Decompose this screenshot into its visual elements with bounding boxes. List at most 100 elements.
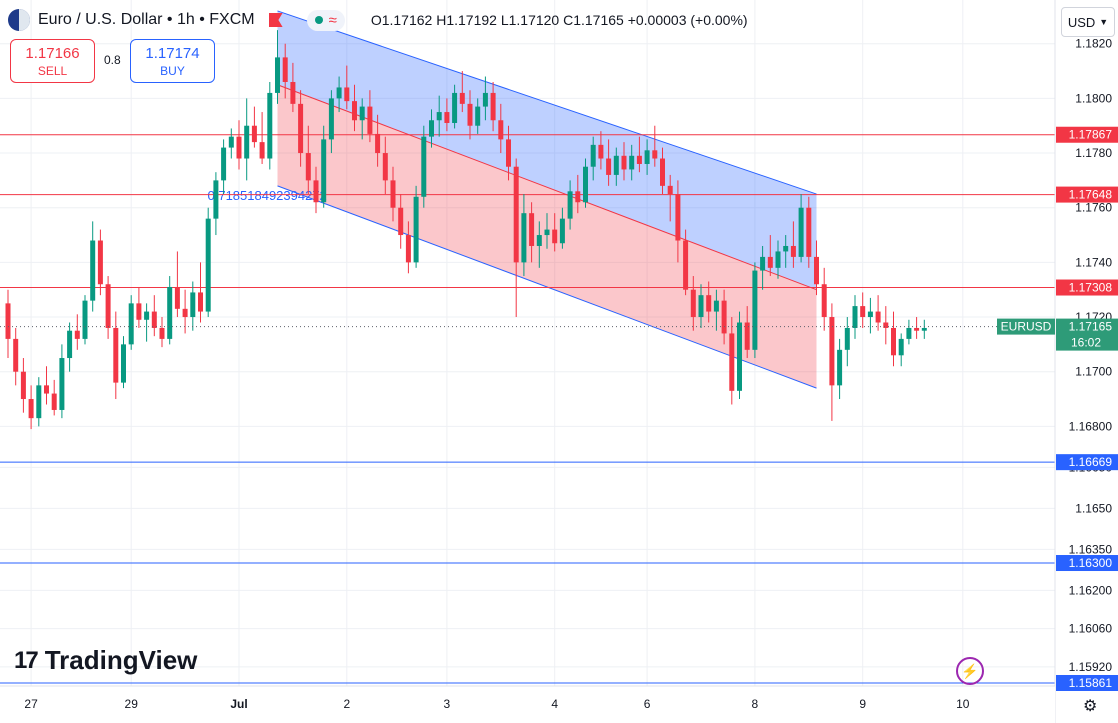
sell-button[interactable]: 1.17166 SELL bbox=[10, 39, 95, 83]
candle-body bbox=[113, 327, 119, 383]
candle-body bbox=[97, 240, 103, 285]
candle-body bbox=[213, 180, 219, 219]
candle-body bbox=[698, 295, 704, 318]
time-tick-label: 9 bbox=[859, 697, 866, 711]
level-price-tag[interactable] bbox=[1056, 454, 1118, 471]
candle-body bbox=[821, 284, 827, 318]
candle-body bbox=[298, 103, 304, 154]
candle-body bbox=[760, 256, 766, 271]
candle-body bbox=[467, 103, 473, 126]
candle-body bbox=[382, 153, 388, 181]
channel-top-line[interactable] bbox=[277, 10, 817, 195]
candle-body bbox=[891, 327, 896, 356]
candle-body bbox=[906, 327, 912, 339]
candle-body bbox=[552, 229, 558, 244]
candle-body bbox=[544, 229, 550, 236]
tradingview-logo[interactable]: 17 TradingView bbox=[14, 645, 197, 676]
wave-icon: ≈ bbox=[328, 11, 337, 29]
candle-body bbox=[105, 284, 111, 328]
channel-bottom-line[interactable] bbox=[277, 185, 817, 389]
candle-body bbox=[290, 81, 296, 104]
time-axis-bg bbox=[0, 686, 1055, 723]
buy-button[interactable]: 1.17174 BUY bbox=[130, 39, 215, 83]
buy-label: BUY bbox=[160, 64, 185, 78]
candle-body bbox=[636, 155, 642, 164]
status-pill[interactable]: ≈ bbox=[306, 9, 345, 31]
candle-body bbox=[367, 106, 373, 134]
level-price-tag[interactable] bbox=[1056, 555, 1118, 572]
candle-body bbox=[536, 235, 542, 246]
symbol-tag-label: EURUSD bbox=[1001, 320, 1052, 334]
lightning-icon[interactable]: ⚡ bbox=[956, 657, 984, 685]
candle-body bbox=[159, 327, 165, 339]
candle-body bbox=[313, 180, 319, 203]
candle-body bbox=[690, 289, 696, 318]
tradingview-mark-icon: 17 bbox=[14, 646, 39, 674]
candle-body bbox=[744, 322, 750, 350]
candle-body bbox=[798, 207, 804, 257]
buy-price: 1.17174 bbox=[145, 45, 200, 62]
candle-body bbox=[198, 292, 203, 312]
flag-icon[interactable] bbox=[268, 13, 283, 27]
currency-selector[interactable]: USD ▼ bbox=[1061, 7, 1115, 37]
candle-body bbox=[144, 311, 150, 320]
symbol-title[interactable]: Euro / U.S. Dollar • 1h • FXCM bbox=[38, 11, 255, 28]
candle-body bbox=[190, 292, 196, 318]
candle-body bbox=[151, 311, 157, 328]
level-price-tag[interactable] bbox=[1056, 126, 1118, 143]
level-price-label: 1.17648 bbox=[1069, 188, 1113, 202]
price-tick-label: 1.16350 bbox=[1069, 542, 1113, 556]
candle-body bbox=[729, 333, 735, 391]
level-price-tag[interactable] bbox=[1056, 674, 1118, 691]
candle-body bbox=[875, 311, 881, 323]
candle-body bbox=[914, 327, 920, 331]
candle-body bbox=[421, 136, 427, 197]
candle-body bbox=[606, 158, 612, 175]
level-price-label: 1.16669 bbox=[1069, 455, 1113, 469]
candle-body bbox=[436, 112, 442, 121]
chart-header: Euro / U.S. Dollar • 1h • FXCM ≈ O1.1716… bbox=[8, 8, 748, 32]
price-tick-label: 1.1760 bbox=[1075, 201, 1112, 215]
candle-body bbox=[860, 306, 866, 318]
candle-body bbox=[67, 330, 73, 359]
gear-icon[interactable]: ⚙ bbox=[1083, 698, 1098, 715]
candle-body bbox=[228, 136, 234, 148]
candle-body bbox=[921, 327, 927, 331]
time-tick-label: 8 bbox=[752, 697, 759, 711]
candle-body bbox=[644, 150, 650, 164]
candle-body bbox=[221, 147, 227, 181]
candle-body bbox=[336, 87, 342, 99]
time-tick-label: 4 bbox=[551, 697, 558, 711]
candle-body bbox=[321, 139, 327, 203]
chevron-down-icon: ▼ bbox=[1099, 17, 1109, 27]
candle-body bbox=[683, 240, 689, 290]
candle-body bbox=[521, 213, 527, 263]
candle-body bbox=[459, 92, 465, 104]
time-tick-label: Jul bbox=[230, 697, 247, 711]
price-axis-bg bbox=[1055, 0, 1118, 723]
time-axis[interactable]: 27 29 Jul 2 3 4 6 8 9 10 bbox=[0, 685, 1055, 723]
candle-body bbox=[783, 245, 789, 252]
current-price-tag[interactable] bbox=[1056, 318, 1118, 351]
candle-body bbox=[575, 191, 581, 203]
candle-body bbox=[405, 235, 411, 263]
candle-body bbox=[752, 270, 758, 350]
sell-price: 1.17166 bbox=[25, 45, 80, 62]
level-price-tag[interactable] bbox=[1056, 279, 1118, 296]
price-tick-label: 1.1780 bbox=[1075, 146, 1112, 160]
candle-body bbox=[28, 399, 34, 419]
time-tick-label: 6 bbox=[644, 697, 651, 711]
level-price-tag[interactable] bbox=[1056, 186, 1118, 203]
spread-value: 0.8 bbox=[104, 53, 121, 67]
candle-body bbox=[275, 57, 280, 93]
candle-body bbox=[174, 286, 180, 309]
price-tick-label: 1.1800 bbox=[1075, 91, 1112, 105]
price-axis[interactable]: 1.18201.18001.17801.17601.17401.17201.17… bbox=[997, 0, 1118, 723]
candle-body bbox=[583, 166, 588, 203]
candle-body bbox=[598, 144, 604, 159]
candle-body bbox=[182, 308, 188, 318]
brand-name: TradingView bbox=[44, 645, 198, 675]
channel-mid-line[interactable] bbox=[277, 84, 817, 291]
price-tick-label: 1.16060 bbox=[1069, 622, 1113, 636]
